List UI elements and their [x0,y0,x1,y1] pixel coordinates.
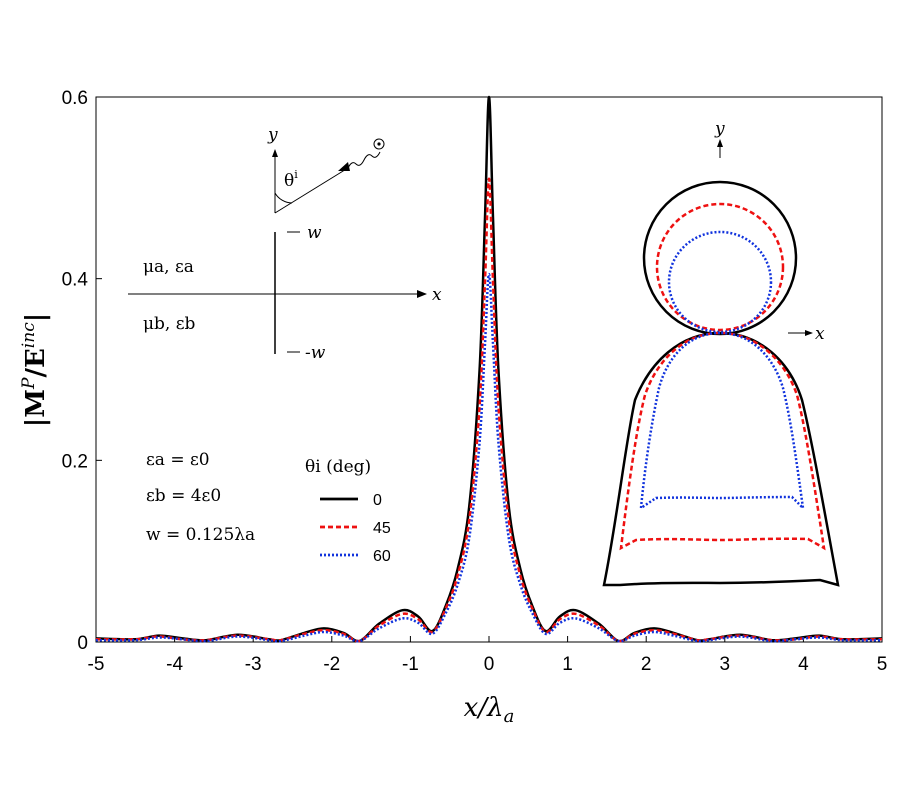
geometry-sketch: x w -w μa, εa μb, εb y θi [128,125,442,363]
axis-ticks: -5 -4 -3 -2 -1 0 1 2 3 4 500.20.40.6 [62,88,888,675]
y-axis-title: |MP/Einc| [19,313,51,427]
polarization-dot [377,142,381,146]
incidence-arrowhead [338,162,350,171]
legend-title: θi (deg) [305,457,371,477]
inset-x-label: x [815,324,825,344]
inset-y-label: y [714,119,725,139]
x-tick-label: 0 [484,654,495,675]
param-eps-a: εa = ε0 [146,450,210,470]
x-tick-label: 5 [877,654,888,675]
x-tick-label: -1 [402,654,419,675]
x-tick-label: -4 [166,654,183,675]
param-eps-b: εb = 4ε0 [146,486,221,506]
legend-label-0: 0 [373,492,382,509]
incidence-ray [274,167,349,214]
geometry-x-label: x [432,285,442,305]
legend-label-60: 60 [373,548,391,565]
x-tick-label: 2 [641,654,652,675]
y-tick-label: 0.6 [62,88,88,109]
series-line-60 [95,272,883,643]
minus-w-label: -w [305,343,326,363]
polar-lobe-upper-45 [655,202,785,332]
legend-label-45: 45 [373,520,391,537]
upper-medium-label: μa, εa [143,257,194,277]
series-line-45 [95,177,883,643]
angle-arc [274,192,293,204]
lower-medium-label: μb, εb [143,314,196,334]
x-tick-label: -3 [245,654,262,675]
x-tick-label: 4 [798,654,809,675]
polarization-out-of-plane-icon [373,138,385,150]
polar-lobe-lower-60 [639,331,805,512]
angle-label: θi [284,168,298,191]
x-axis-title: x/λa [464,693,515,727]
data-series [95,95,883,643]
x-tick-label: 1 [562,654,573,675]
polar-pattern-inset: y x [602,119,840,587]
legend: θi (deg) 0 45 60 [305,457,391,565]
polar-lobe-lower-45 [619,331,826,551]
polar-lobe-lower-0 [602,331,840,587]
parameters: εa = ε0 εb = 4ε0 w = 0.125λa [146,450,255,545]
plus-w-label: w [307,223,322,243]
param-w: w = 0.125λa [146,525,255,545]
incidence-y-label: y [267,125,278,145]
x-tick-label: 3 [720,654,731,675]
x-tick-label: -5 [88,654,105,675]
y-tick-label: 0.4 [62,270,89,291]
incidence-wave [347,151,381,169]
y-tick-label: 0.2 [62,451,88,472]
x-tick-label: -2 [323,654,340,675]
y-tick-label: 0 [77,633,88,654]
polar-lobe-upper-60 [667,230,773,334]
